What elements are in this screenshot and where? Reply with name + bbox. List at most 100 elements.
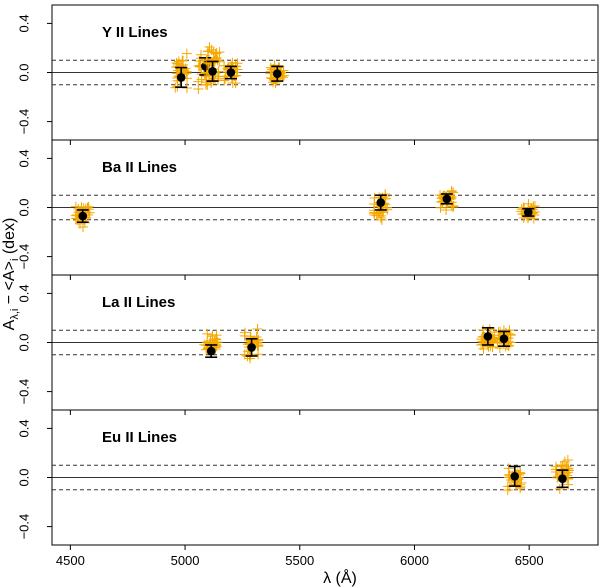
line-group: [200, 41, 225, 90]
line-group: [476, 324, 500, 354]
panel-2: −0.4 0.0 0.4 Ba II Lines: [17, 139, 599, 280]
star-point: [219, 75, 230, 86]
line-group: [492, 325, 516, 354]
star-point: [478, 324, 489, 335]
line-group: [368, 189, 393, 225]
y-tick-label: 0.0: [17, 63, 32, 81]
star-point: [201, 55, 212, 66]
mean-point: [78, 211, 88, 221]
mean-point: [208, 66, 217, 76]
star-point: [435, 202, 446, 213]
mean-point: [558, 474, 567, 484]
star-point: [447, 201, 458, 212]
panel-title: Ba II Lines: [102, 159, 177, 176]
y-tick-label: 0.4: [17, 149, 32, 167]
star-point: [239, 349, 250, 360]
line-group: [170, 48, 193, 94]
star-point: [70, 201, 81, 212]
star-point: [504, 325, 515, 336]
star-point: [181, 48, 192, 59]
star-point: [376, 214, 387, 225]
star-point: [441, 205, 452, 216]
star-point: [554, 484, 565, 495]
mean-point: [510, 471, 520, 481]
star-point: [202, 328, 213, 339]
star-point: [73, 203, 84, 214]
line-group: [435, 185, 459, 216]
y-tick-label: 0.0: [17, 198, 32, 216]
panel-title: Y II Lines: [102, 24, 168, 41]
mean-point: [376, 198, 386, 207]
x-tick-label: 4500: [56, 553, 85, 568]
star-point: [265, 72, 276, 83]
line-group: [219, 57, 243, 89]
star-point: [201, 54, 212, 65]
mean-point: [442, 194, 452, 204]
panel-title: Eu II Lines: [102, 429, 177, 446]
star-point: [529, 201, 540, 212]
star-point: [448, 201, 459, 212]
star-point: [515, 481, 526, 492]
y-axis-label: Aλ,i − <A>i (dex): [1, 218, 21, 331]
star-point: [181, 83, 192, 94]
star-point: [178, 64, 189, 75]
star-point: [211, 334, 222, 345]
mean-point: [226, 68, 236, 77]
y-tick-label: 0.0: [17, 468, 32, 486]
star-point: [203, 46, 214, 57]
star-point: [204, 41, 215, 52]
panel-4: −0.4 0.0 0.4 Eu II Lines: [17, 409, 599, 550]
y-tick-label: −0.4: [17, 379, 32, 405]
line-group: [239, 324, 264, 364]
y-axis-label-sub-main: λ,i: [9, 309, 21, 320]
x-tick-label: 5500: [285, 553, 314, 568]
line-group: [502, 463, 527, 496]
line-group: [516, 198, 541, 224]
x-tick-label: 6000: [400, 553, 429, 568]
y-tick-label: −0.4: [17, 244, 32, 270]
y-axis-label-main: A: [1, 319, 18, 330]
y-tick-label: 0.4: [17, 14, 32, 32]
y-axis-label-tail: (dex): [1, 218, 18, 259]
x-tick-label: 5000: [171, 553, 200, 568]
star-point: [212, 337, 223, 348]
star-point: [173, 56, 184, 67]
panels-group: −0.4 0.0 0.4 Y II Lines −0.4 0.0 0.4 Ba II Line…: [17, 4, 599, 568]
panel-1: −0.4 0.0 0.4 Y II Lines: [17, 4, 599, 145]
x-tick-label: 6500: [515, 553, 544, 568]
y-tick-label: 0.0: [17, 333, 32, 351]
star-point: [562, 463, 573, 474]
panel-title: La II Lines: [102, 294, 175, 311]
panel-3: −0.4 0.0 0.4 La II Lines: [17, 274, 599, 415]
x-axis-label: λ (Å): [323, 568, 357, 587]
mean-point: [272, 69, 282, 79]
y-axis-label-mid: − <A>: [1, 261, 18, 309]
mean-point: [176, 73, 186, 82]
line-group: [199, 328, 223, 359]
star-point: [220, 71, 231, 82]
y-tick-label: −0.4: [17, 514, 32, 540]
star-point: [205, 335, 216, 346]
star-point: [193, 76, 204, 87]
star-point: [200, 79, 211, 90]
y-axis-label-sub-mid: i: [9, 259, 21, 261]
star-point: [503, 463, 514, 474]
line-group: [550, 455, 574, 495]
star-point: [245, 353, 256, 364]
star-point: [252, 324, 263, 335]
star-point: [502, 485, 513, 496]
y-tick-label: 0.4: [17, 419, 32, 437]
line-group: [70, 201, 95, 232]
star-point: [494, 343, 505, 354]
y-tick-label: −0.4: [17, 109, 32, 135]
mean-point: [206, 346, 216, 356]
mean-point: [247, 343, 256, 352]
star-point: [214, 47, 225, 58]
y-tick-label: 0.4: [17, 284, 32, 302]
mean-point: [483, 332, 493, 341]
mean-point: [499, 334, 509, 344]
line-group: [265, 60, 290, 89]
star-point: [269, 60, 280, 71]
star-point: [172, 61, 183, 72]
